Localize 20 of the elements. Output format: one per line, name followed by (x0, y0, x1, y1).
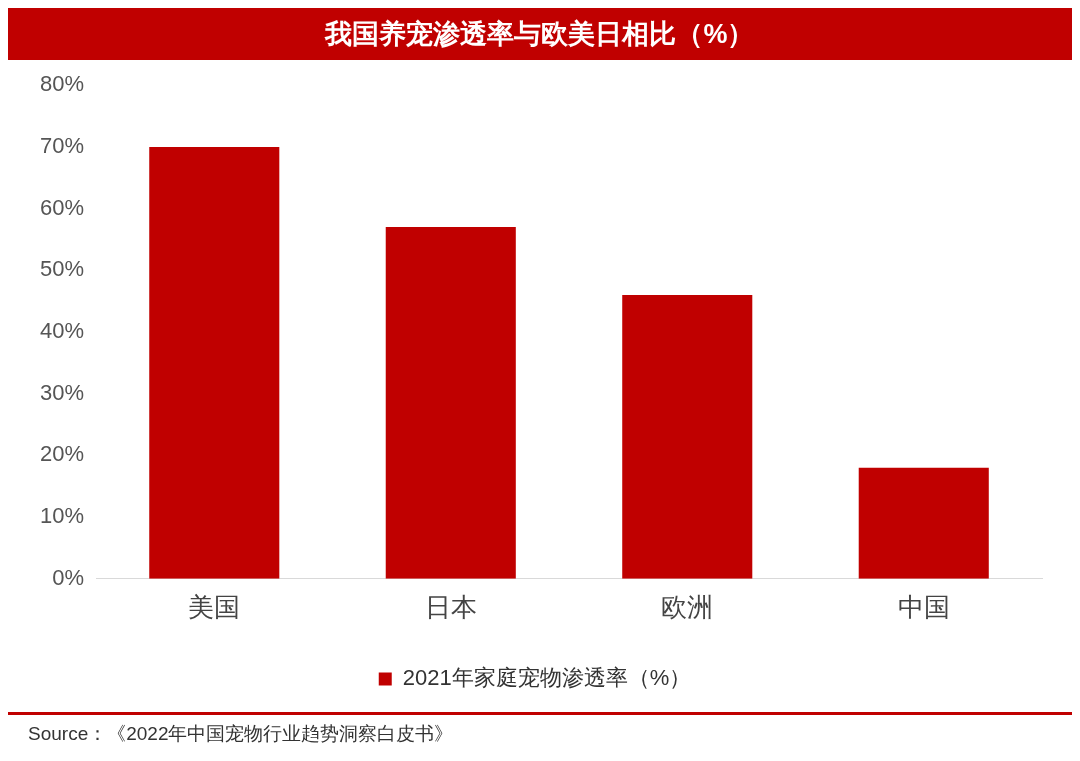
bar (622, 294, 753, 579)
bar (858, 467, 989, 579)
x-tick-label: 欧洲 (661, 591, 714, 622)
y-tick-label: 80% (39, 71, 85, 97)
x-tick-label: 日本 (424, 591, 477, 622)
y-tick-label: 10% (39, 503, 85, 529)
y-tick-label: 60% (39, 194, 85, 220)
source-note: Source：《2022年中国宠物行业趋势洞察白皮书》 (27, 722, 455, 746)
y-tick-label: 70% (39, 132, 85, 158)
chart-title: 我国养宠渗透率与欧美日相比（%） (8, 8, 1072, 60)
bar (385, 227, 516, 579)
legend-label: 2021年家庭宠物渗透率（%） (402, 665, 692, 691)
x-tick-label: 中国 (897, 591, 950, 622)
y-tick-label: 40% (39, 318, 85, 344)
bar (149, 146, 280, 579)
y-tick-label: 0% (52, 564, 85, 590)
y-tick-label: 20% (39, 441, 85, 467)
y-tick-label: 50% (39, 256, 85, 282)
x-tick-label: 美国 (188, 591, 241, 622)
y-tick-label: 30% (39, 379, 85, 405)
